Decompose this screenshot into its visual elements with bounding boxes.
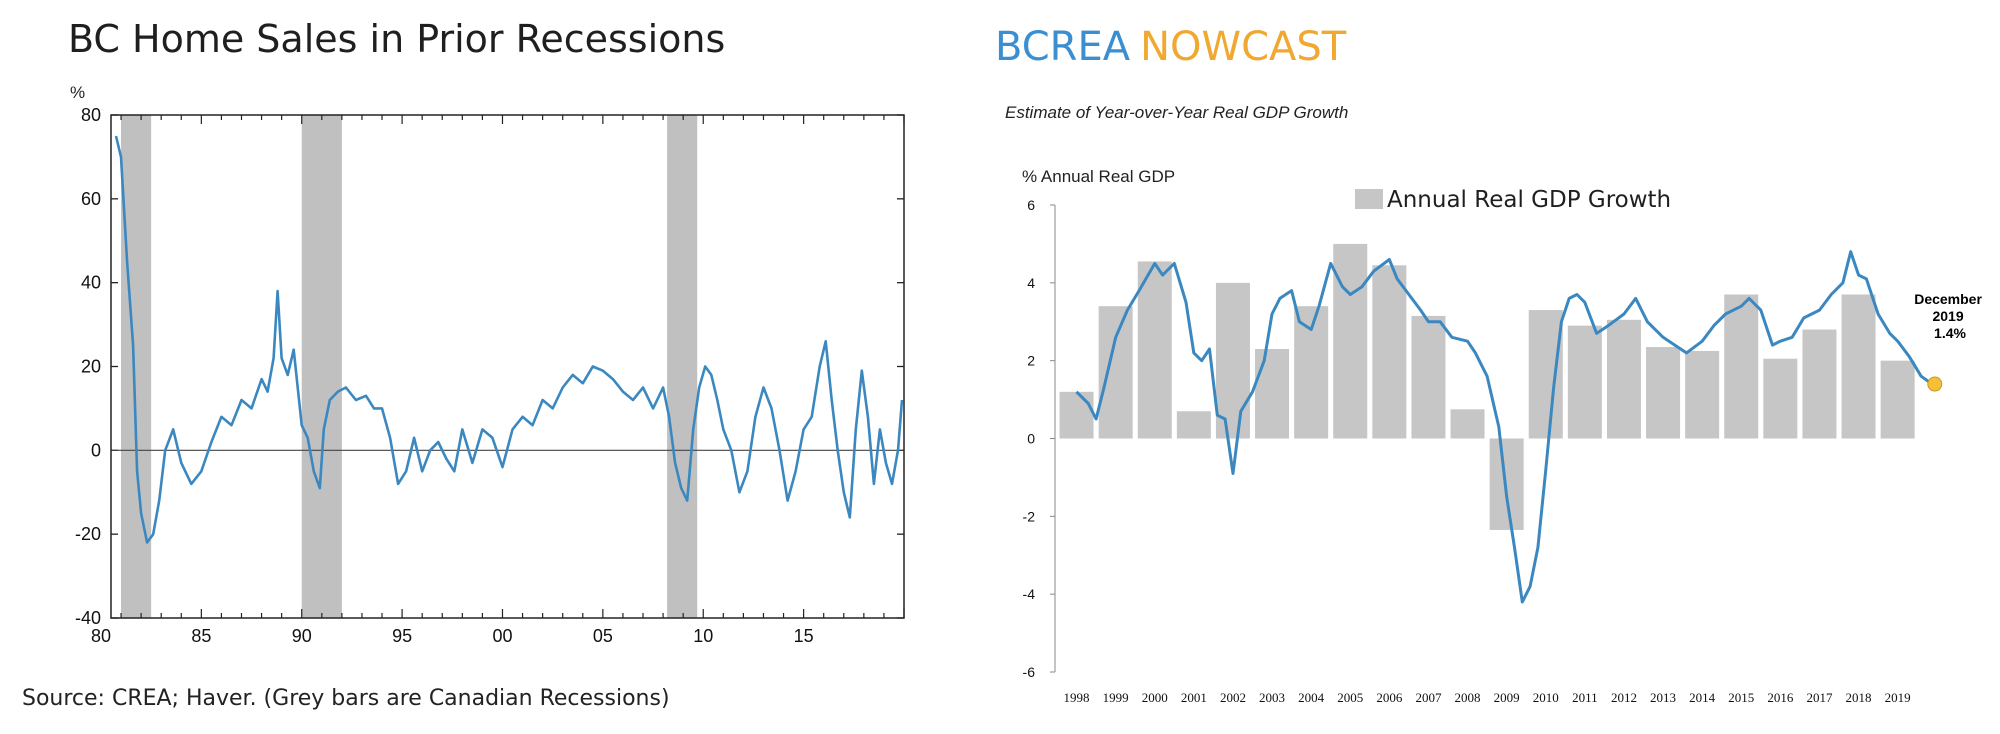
right-x-tick-label: 2015 <box>1728 690 1754 705</box>
left-x-tick-label: 95 <box>392 626 412 646</box>
right-chart: BCREA NOWCAST Estimate of Year-over-Year … <box>995 24 1986 705</box>
right-y-axis-label: % Annual Real GDP <box>1022 167 1175 186</box>
left-y-tick-label: 0 <box>91 440 101 460</box>
recession-bands <box>121 115 698 618</box>
brand-part1: BCREA <box>995 24 1131 70</box>
gdp-bar-2016 <box>1763 358 1798 439</box>
right-x-tick-label: 2009 <box>1494 690 1520 705</box>
left-tick-labels: -40 -20 0 20 40 60 80 80 85 90 95 00 05 10 15 <box>75 105 814 646</box>
right-x-tick-label: 2012 <box>1611 690 1637 705</box>
right-y-tick-label: -2 <box>1023 508 1036 524</box>
right-x-tick-label: 2001 <box>1181 690 1207 705</box>
recession-band-2 <box>667 115 698 618</box>
right-x-tick-label: 2006 <box>1376 690 1403 705</box>
right-tick-labels: -6 -4 -2 0 2 4 6 1998 1999 2000 2001 2002 2003 2004 20… <box>1023 197 1911 705</box>
left-x-tick-label: 80 <box>91 626 111 646</box>
left-x-tick-label: 00 <box>492 626 512 646</box>
right-x-tick-label: 2016 <box>1767 690 1794 705</box>
gdp-bar-2018 <box>1841 294 1876 439</box>
left-y-tick-label: 60 <box>81 189 101 209</box>
recession-band-1 <box>301 115 342 618</box>
gdp-bar-2003 <box>1255 348 1290 439</box>
gdp-bar-2015 <box>1724 294 1759 439</box>
gdp-bar-2000 <box>1137 261 1172 439</box>
right-x-tick-label: 2003 <box>1259 690 1285 705</box>
latest-value-annotation: December 2019 1.4% <box>1914 291 1986 341</box>
right-x-tick-label: 2000 <box>1142 690 1168 705</box>
left-chart: BC Home Sales in Prior Recessions % -40-… <box>22 17 905 711</box>
right-y-tick-label: 6 <box>1027 197 1035 213</box>
right-y-tick-label: 0 <box>1027 431 1035 447</box>
gdp-bar-2010 <box>1528 310 1563 439</box>
left-y-tick-label: -20 <box>75 524 101 544</box>
gdp-bar-2013 <box>1646 347 1681 439</box>
right-x-tick-label: 2004 <box>1298 690 1325 705</box>
gdp-bar-2007 <box>1411 315 1446 439</box>
right-x-tick-label: 1999 <box>1103 690 1129 705</box>
gdp-bar-2019 <box>1880 360 1915 439</box>
left-y-axis-label: % <box>70 83 85 102</box>
right-x-tick-label: 2018 <box>1846 690 1872 705</box>
left-x-tick-label: 05 <box>593 626 613 646</box>
gdp-bars <box>1059 243 1915 530</box>
annotation-line-month: December <box>1914 291 1982 307</box>
left-y-tick-label: 40 <box>81 273 101 293</box>
left-source-note: Source: CREA; Haver. (Grey bars are Cana… <box>22 686 670 711</box>
gdp-bar-2014 <box>1685 350 1720 439</box>
right-x-tick-label: 2005 <box>1337 690 1363 705</box>
gdp-bar-2011 <box>1567 325 1602 439</box>
annotation-line-year: 2019 <box>1932 308 1963 324</box>
right-x-tick-label: 2013 <box>1650 690 1676 705</box>
right-axis <box>1050 204 1056 673</box>
right-x-tick-label: 2011 <box>1572 690 1598 705</box>
left-x-tick-label: 85 <box>191 626 211 646</box>
left-axis-ticks <box>111 114 905 619</box>
right-y-tick-label: -6 <box>1023 664 1036 680</box>
gdp-bar-2002 <box>1215 282 1250 439</box>
gdp-bar-2005 <box>1333 243 1368 439</box>
brand-part2: NOWCAST <box>1140 24 1347 70</box>
left-y-tick-label: 20 <box>81 357 101 377</box>
right-x-tick-label: 2010 <box>1533 690 1559 705</box>
legend-swatch <box>1355 189 1383 209</box>
gdp-bar-2017 <box>1802 329 1837 439</box>
left-y-tick-label: 80 <box>81 105 101 125</box>
annotation-line-value: 1.4% <box>1934 325 1966 341</box>
gdp-bar-2008 <box>1450 409 1485 439</box>
right-x-tick-label: 2019 <box>1885 690 1911 705</box>
gdp-bar-1998 <box>1059 391 1094 439</box>
gdp-bar-1999 <box>1098 306 1133 439</box>
left-chart-title: BC Home Sales in Prior Recessions <box>68 17 725 61</box>
right-x-tick-label: 2002 <box>1220 690 1246 705</box>
right-x-tick-label: 2014 <box>1689 690 1716 705</box>
left-x-tick-label: 90 <box>292 626 312 646</box>
right-chart-subtitle: Estimate of Year-over-Year Real GDP Grow… <box>1005 103 1348 122</box>
brand-title: BCREA NOWCAST <box>995 24 1347 70</box>
left-plot-frame <box>110 114 905 619</box>
left-y-tick-label: -40 <box>75 608 101 628</box>
latest-value-marker <box>1927 376 1943 392</box>
right-x-tick-label: 1998 <box>1064 690 1090 705</box>
left-x-tick-label: 10 <box>693 626 713 646</box>
right-y-tick-label: 2 <box>1027 353 1035 369</box>
left-x-tick-label: 15 <box>794 626 814 646</box>
right-y-tick-label: 4 <box>1027 275 1035 291</box>
right-y-tick-label: -4 <box>1023 586 1036 602</box>
legend-label: Annual Real GDP Growth <box>1387 187 1671 213</box>
right-x-tick-label: 2017 <box>1806 690 1833 705</box>
gdp-bar-2012 <box>1606 319 1641 439</box>
gdp-bar-2006 <box>1372 265 1407 439</box>
right-x-tick-label: 2008 <box>1455 690 1481 705</box>
gdp-bar-2001 <box>1176 411 1211 439</box>
right-x-tick-label: 2007 <box>1415 690 1442 705</box>
nowcast-series-line <box>1075 250 1936 604</box>
home-sales-series-line <box>114 135 904 544</box>
